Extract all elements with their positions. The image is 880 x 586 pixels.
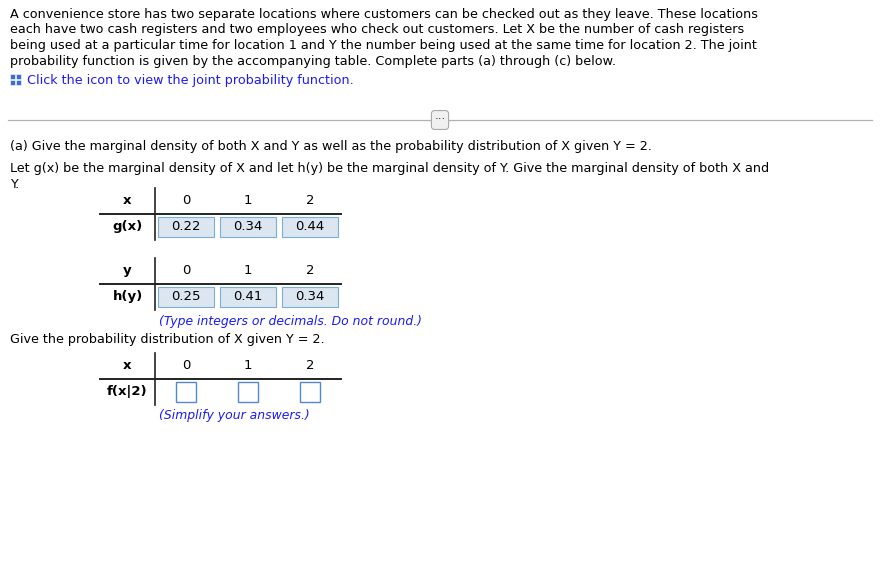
- Text: (Type integers or decimals. Do not round.): (Type integers or decimals. Do not round…: [159, 315, 422, 328]
- Text: 2: 2: [305, 359, 314, 372]
- Text: 2: 2: [305, 264, 314, 277]
- Bar: [10, 80, 15, 85]
- Text: 1: 1: [244, 194, 253, 207]
- Text: g(x): g(x): [113, 220, 143, 233]
- Text: probability function is given by the accompanying table. Complete parts (a) thro: probability function is given by the acc…: [10, 54, 616, 67]
- Bar: [176, 381, 196, 401]
- Text: 0.25: 0.25: [172, 290, 201, 303]
- Text: (Simplify your answers.): (Simplify your answers.): [159, 410, 310, 423]
- Text: A convenience store has two separate locations where customers can be checked ou: A convenience store has two separate loc…: [10, 8, 758, 21]
- Text: 0.34: 0.34: [233, 220, 263, 233]
- Bar: [158, 287, 214, 306]
- Text: 0.41: 0.41: [233, 290, 263, 303]
- Bar: [282, 216, 338, 237]
- Text: 0.44: 0.44: [296, 220, 325, 233]
- Text: 0: 0: [182, 264, 190, 277]
- Text: 1: 1: [244, 264, 253, 277]
- Text: 2: 2: [305, 194, 314, 207]
- Text: y: y: [123, 264, 132, 277]
- Bar: [300, 381, 320, 401]
- Text: Let g(x) be the marginal density of X and let h(y) be the marginal density of Y.: Let g(x) be the marginal density of X an…: [10, 162, 769, 175]
- Text: h(y): h(y): [113, 290, 143, 303]
- Text: x: x: [123, 359, 132, 372]
- Text: 0.34: 0.34: [296, 290, 325, 303]
- Text: being used at a particular time for location 1 and Y the number being used at th: being used at a particular time for loca…: [10, 39, 757, 52]
- Text: 1: 1: [244, 359, 253, 372]
- Bar: [220, 287, 276, 306]
- Bar: [282, 287, 338, 306]
- Text: 0.22: 0.22: [172, 220, 201, 233]
- Text: 0: 0: [182, 194, 190, 207]
- Text: Give the probability distribution of X given Y = 2.: Give the probability distribution of X g…: [10, 332, 325, 346]
- Bar: [158, 216, 214, 237]
- Bar: [10, 74, 15, 79]
- Text: f(x|2): f(x|2): [107, 385, 148, 398]
- Text: each have two cash registers and two employees who check out customers. Let X be: each have two cash registers and two emp…: [10, 23, 744, 36]
- Bar: [220, 216, 276, 237]
- Bar: [16, 80, 21, 85]
- Text: 0: 0: [182, 359, 190, 372]
- Bar: [238, 381, 258, 401]
- Bar: [16, 74, 21, 79]
- Text: ···: ···: [435, 114, 445, 127]
- Text: Click the icon to view the joint probability function.: Click the icon to view the joint probabi…: [27, 74, 354, 87]
- Text: x: x: [123, 194, 132, 207]
- Text: Y.: Y.: [10, 178, 19, 190]
- Text: (a) Give the marginal density of both X and Y as well as the probability distrib: (a) Give the marginal density of both X …: [10, 140, 652, 153]
